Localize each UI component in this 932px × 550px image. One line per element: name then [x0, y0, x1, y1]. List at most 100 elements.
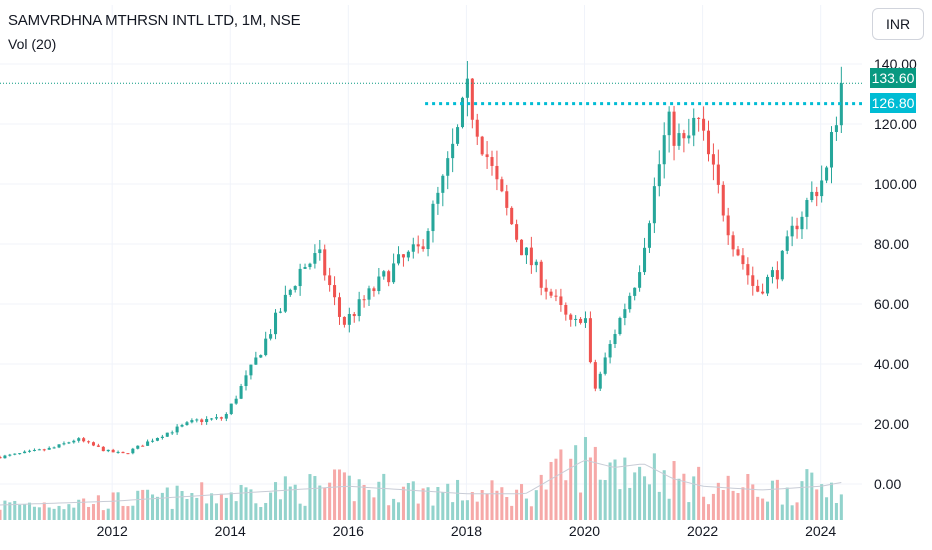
candle	[333, 285, 337, 298]
volume-bar	[515, 489, 519, 520]
candle	[150, 440, 155, 442]
volume-bar	[662, 470, 666, 520]
candle	[259, 355, 263, 358]
volume-bar	[8, 502, 12, 520]
candle	[598, 373, 602, 389]
volume-bar	[57, 505, 61, 520]
candle	[726, 215, 730, 236]
candle	[505, 191, 509, 208]
volume-bar	[647, 484, 651, 520]
volume-bar	[628, 487, 632, 520]
candle	[397, 254, 401, 264]
volume-bar	[72, 507, 76, 520]
volume-bar	[52, 508, 56, 520]
candle	[239, 386, 243, 399]
candle	[711, 154, 715, 165]
candle	[603, 357, 607, 374]
volume-bar	[539, 474, 543, 520]
volume-bar	[37, 507, 41, 520]
symbol-title[interactable]: SAMVRDHNA MTHRSN INTL LTD, 1M, NSE	[8, 12, 301, 29]
candle	[357, 299, 361, 317]
volume-bar	[820, 484, 824, 520]
y-tick-label: 20.00	[874, 416, 909, 432]
candle	[229, 403, 233, 415]
volume-bar	[397, 502, 401, 520]
candle	[613, 334, 617, 345]
candle	[264, 338, 268, 356]
candle	[583, 318, 588, 323]
volume-bar	[146, 489, 150, 520]
volume-bar	[382, 473, 386, 520]
x-tick-label: 2022	[687, 523, 718, 539]
volume-bar	[583, 437, 588, 520]
candle	[780, 250, 784, 280]
candle	[411, 244, 415, 252]
candle	[372, 288, 376, 292]
candle	[731, 235, 735, 250]
volume-legend[interactable]: Vol (20)	[8, 36, 57, 52]
volume-bar	[259, 507, 263, 520]
volume-bar	[136, 490, 140, 520]
candle	[234, 398, 238, 404]
volume-bar	[677, 478, 681, 520]
volume-bar	[210, 493, 214, 520]
volume-bar	[652, 453, 656, 520]
candle	[283, 294, 287, 312]
candle	[475, 119, 479, 137]
y-tick-label: 60.00	[874, 296, 909, 312]
candle	[805, 200, 809, 217]
candle	[308, 263, 312, 268]
x-tick-label: 2024	[805, 523, 836, 539]
candle	[623, 309, 627, 318]
volume-bar	[741, 487, 745, 520]
volume-bar	[352, 501, 356, 520]
volume-bar	[500, 487, 504, 520]
volume-bar	[490, 480, 494, 520]
volume-bar	[495, 490, 499, 520]
volume-bar	[180, 491, 184, 520]
candle	[293, 286, 297, 290]
volume-bar	[62, 509, 66, 520]
candle	[790, 225, 794, 237]
candle	[387, 271, 391, 283]
candle	[682, 133, 686, 139]
volume-bar	[160, 492, 164, 520]
volume-bar	[32, 506, 36, 520]
x-tick-label: 2012	[97, 523, 128, 539]
volume-bar	[333, 469, 337, 520]
candle	[244, 375, 248, 387]
candle	[18, 453, 22, 455]
volume-bar	[692, 476, 696, 520]
candle	[180, 425, 184, 427]
volume-bar	[318, 485, 322, 520]
volume-bar	[229, 492, 233, 520]
candle	[608, 344, 612, 358]
candle	[214, 417, 219, 419]
volume-bar	[347, 475, 351, 520]
volume-bar	[436, 487, 440, 520]
candle	[500, 179, 504, 192]
candle	[761, 291, 765, 294]
volume-bar	[96, 495, 100, 520]
candle	[426, 231, 430, 250]
candle	[657, 164, 661, 187]
candle	[82, 438, 86, 442]
volume-bar	[273, 482, 278, 520]
candle	[298, 268, 302, 287]
volume-bar	[224, 497, 228, 520]
candle	[825, 167, 829, 181]
volume-bar	[726, 475, 730, 520]
candle	[27, 450, 32, 452]
candle	[564, 304, 568, 315]
currency-button[interactable]: INR	[872, 8, 924, 40]
candle	[593, 362, 597, 389]
volume-bar	[337, 469, 342, 520]
candles	[0, 61, 843, 459]
volume-bar	[839, 494, 843, 520]
candle	[490, 157, 494, 166]
volume-bar	[278, 499, 282, 520]
volume-bar	[810, 472, 814, 520]
x-tick-label: 2020	[569, 523, 600, 539]
volume-bar	[116, 492, 120, 520]
